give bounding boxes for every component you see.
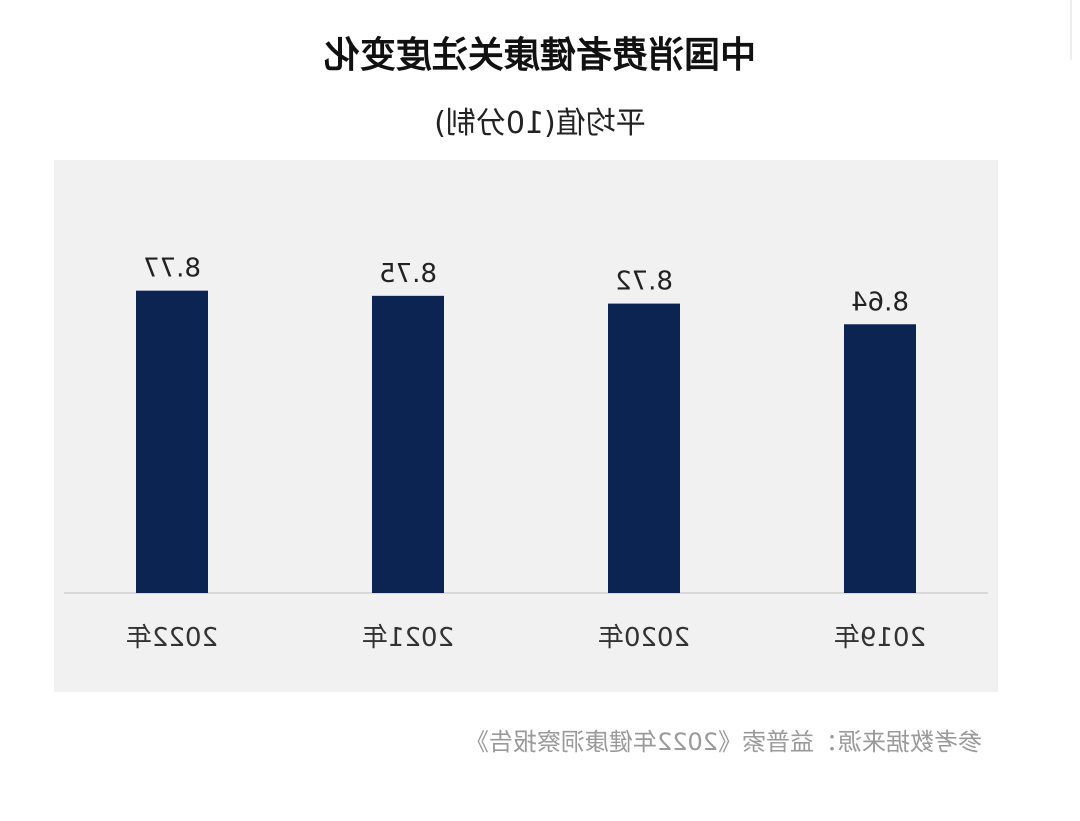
chart-title: 中国消费者健康关注度变化 [324, 35, 757, 76]
bar-chart: 8.64 2019年 8.72 2020年 8.75 2021年 8.77 2022年 [64, 254, 988, 653]
chart-panel: 8.64 2019年 8.72 2020年 8.75 2021年 8.77 2022年 [54, 160, 998, 692]
value-label-2: 8.75 [379, 259, 437, 289]
bar-3 [136, 290, 208, 593]
value-label-0: 8.64 [851, 287, 909, 317]
chart-subtitle: 平均值(10分制) [434, 106, 646, 141]
bar-1 [608, 303, 680, 593]
bar-0 [844, 324, 916, 593]
category-label-0: 2019年 [834, 623, 926, 653]
category-label-1: 2020年 [598, 623, 690, 653]
value-label-1: 8.72 [615, 267, 673, 297]
category-label-2: 2021年 [362, 623, 454, 653]
value-label-3: 8.77 [143, 254, 201, 284]
bar-2 [372, 295, 444, 593]
data-source-note: 参考数据来源：益普索《2022年健康洞察报告》 [464, 728, 982, 756]
corner-divider [1070, 0, 1072, 60]
category-label-3: 2022年 [126, 623, 218, 653]
